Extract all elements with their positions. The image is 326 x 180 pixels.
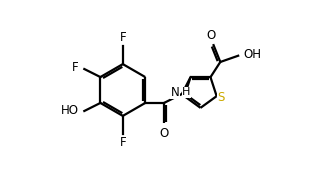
Text: O: O [207,29,216,42]
Text: O: O [159,127,169,140]
Text: OH: OH [244,48,261,61]
Text: S: S [217,91,225,104]
Text: N: N [170,86,179,99]
Text: F: F [120,31,126,44]
Text: HO: HO [61,104,79,118]
Text: F: F [72,61,79,74]
Text: H: H [182,87,191,97]
Text: F: F [120,136,126,149]
